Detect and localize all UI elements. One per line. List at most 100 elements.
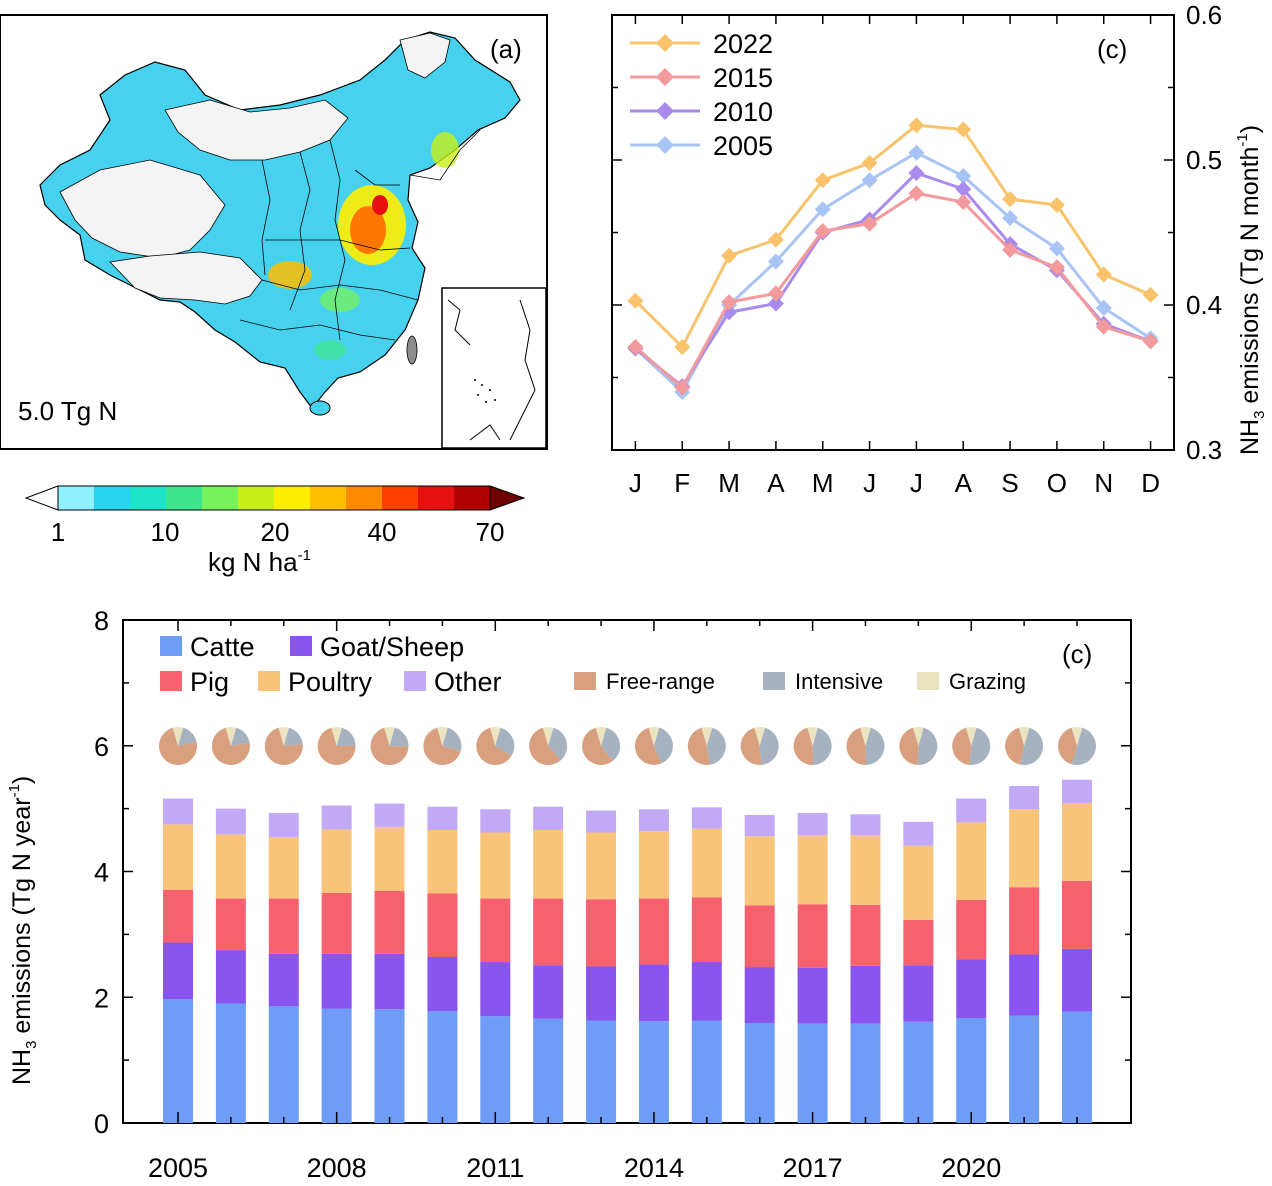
bar-segment-pig <box>956 899 987 960</box>
y-tick-label: 2 <box>94 983 109 1013</box>
bar-segment-poultry <box>427 830 458 894</box>
bar-segment-poultry <box>1062 802 1092 881</box>
pie-legend-label: Grazing <box>949 669 1026 694</box>
x-tick-label: O <box>1047 468 1067 498</box>
bar-segment-goat-sheep <box>533 965 564 1019</box>
y-tick-label: 0.4 <box>1186 290 1222 320</box>
series-marker-2022 <box>814 172 831 189</box>
legend-swatch <box>258 671 280 691</box>
bar-segment-goat-sheep <box>215 950 246 1004</box>
pie-slice-free-range <box>793 727 814 765</box>
pie-slice-grazing <box>701 726 713 746</box>
pie-slice-intensive <box>548 727 568 761</box>
y-tick-label: 4 <box>94 858 109 888</box>
pie-slice-intensive <box>1071 727 1096 765</box>
colorbar-tick-label: 70 <box>476 517 505 547</box>
series-line-2005 <box>634 151 1152 395</box>
bar-segment-pig <box>638 898 669 965</box>
series-line-2010 <box>634 171 1152 389</box>
colorbar-swatch <box>346 486 383 510</box>
bar-segment-goat-sheep <box>374 953 405 1010</box>
bar-segment-catte <box>850 1023 881 1123</box>
colorbar-swatch <box>382 486 419 510</box>
bar-segment-other <box>850 814 881 836</box>
colorbar-swatch <box>310 486 347 510</box>
series-marker-2015 <box>955 194 972 211</box>
bar-segment-catte <box>638 1021 669 1123</box>
legend-label: Other <box>434 667 502 697</box>
panel-a-label: (a) <box>490 34 522 64</box>
pie-legend-label: Free-range <box>606 669 715 694</box>
bar-segment-poultry <box>1009 809 1040 888</box>
colorbar-underflow-triangle <box>24 485 59 511</box>
pie-slice-free-range <box>687 727 710 765</box>
bar-segment-catte <box>797 1023 828 1123</box>
map-hotspot-northchina-core <box>350 206 386 254</box>
pie-slice-intensive <box>812 727 832 765</box>
pie-slice-free-range <box>740 727 762 765</box>
pie-slice-free-range <box>476 727 512 765</box>
series-marker-2015 <box>627 339 644 356</box>
series-marker-2022 <box>627 292 644 309</box>
bar-segment-goat-sheep <box>797 967 828 1024</box>
china-map <box>39 31 546 448</box>
colorbar-tick-label: 40 <box>368 517 397 547</box>
bar-segment-goat-sheep <box>268 953 299 1007</box>
pie-slice-intensive <box>601 727 621 762</box>
pie-slice-intensive <box>230 727 250 746</box>
series-marker-2022 <box>1002 191 1019 208</box>
series-marker-2022 <box>861 154 878 171</box>
series-marker-2005 <box>814 201 831 218</box>
bar-segment-goat-sheep <box>638 964 669 1022</box>
pie-slice-grazing <box>1071 727 1083 746</box>
colorbar-tick-label: 1 <box>51 517 65 547</box>
map-low-region-northeast <box>399 32 451 79</box>
bar-segment-pig <box>1062 880 1092 949</box>
pie-slice-free-range <box>899 727 919 765</box>
bar-segment-other <box>903 821 934 846</box>
x-tick-label: J <box>863 468 876 498</box>
bar-segment-catte <box>533 1018 564 1123</box>
ylabel-end: ) <box>1236 125 1264 133</box>
bar-segment-poultry <box>797 835 828 905</box>
legend-label: 2010 <box>713 97 773 127</box>
series-marker-2015 <box>908 185 925 202</box>
pie-slice-grazing <box>965 726 977 746</box>
legend-label: 2022 <box>713 29 773 59</box>
series-line-2015 <box>634 191 1152 391</box>
pie-slice-grazing <box>172 726 184 746</box>
pie-slice-intensive <box>336 727 356 746</box>
x-tick-label: 2005 <box>148 1153 208 1183</box>
x-tick-label: 2011 <box>466 1153 524 1183</box>
line-chart-y-tick-labels: 0.3 0.4 0.5 0.6 <box>1186 0 1222 465</box>
bar-segment-pig <box>163 889 193 943</box>
bar-segment-goat-sheep <box>1062 948 1092 1012</box>
series-marker-2005 <box>1002 210 1019 226</box>
ylabel-nh: NH <box>8 1049 36 1085</box>
series-marker-2015 <box>767 285 784 302</box>
y-tick-label: 0 <box>94 1109 109 1139</box>
colorbar-swatch <box>418 486 455 510</box>
pie-slice-free-range <box>846 727 867 765</box>
bar-segment-poultry <box>956 822 987 900</box>
pie-legend-swatch <box>574 672 596 690</box>
legend-swatch <box>160 671 182 691</box>
bar-segment-poultry <box>163 824 193 890</box>
colorbar-tick-label: 10 <box>151 517 180 547</box>
series-marker-2015 <box>1048 259 1065 276</box>
bar-segment-other <box>638 809 669 832</box>
colorbar-swatch <box>94 486 131 510</box>
bar-segment-catte <box>956 1017 987 1123</box>
series-marker-2015 <box>814 223 831 240</box>
bar-segment-poultry <box>744 836 775 906</box>
series-marker-2010 <box>955 181 972 197</box>
pie-legend-swatch <box>917 672 939 690</box>
pie-slice-intensive <box>865 727 885 765</box>
ylabel-sub: 3 <box>23 1041 40 1049</box>
legend-label: Poultry <box>288 667 373 697</box>
legend-label: Goat/Sheep <box>320 632 464 662</box>
bar-segment-poultry <box>903 845 934 920</box>
